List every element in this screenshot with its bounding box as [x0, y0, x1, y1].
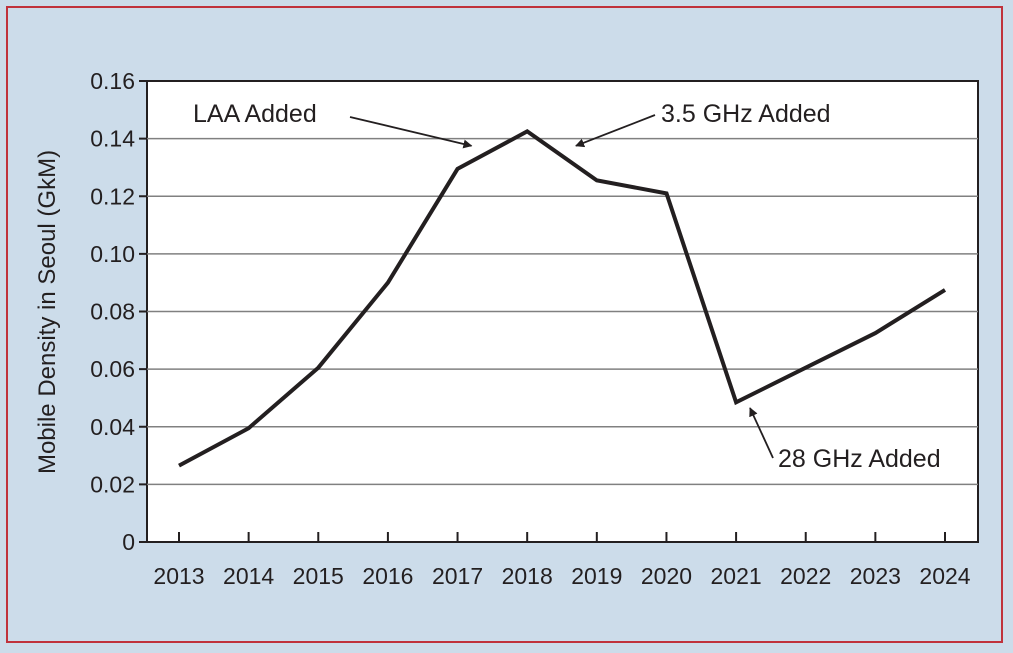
annotation-label: LAA Added — [193, 100, 317, 128]
x-tick-label: 2023 — [850, 563, 901, 589]
y-tick-label: 0.08 — [90, 299, 135, 325]
annotation-arrow — [575, 114, 656, 148]
series-line — [178, 129, 947, 468]
y-tick-label: 0.10 — [90, 241, 135, 267]
x-tick-label: 2013 — [153, 563, 204, 589]
gridlines — [147, 137, 978, 486]
y-axis-title: Mobile Density in Seoul (GkM) — [34, 150, 61, 474]
x-tick-label: 2014 — [223, 563, 274, 589]
x-axis-ticks: 2013 2014 2015 2016 2017 2018 2019 2020 2021 2022… — [153, 532, 971, 589]
y-axis-ticks: 0 0.02 0.04 0.06 0.08 0.10 0.12 0.14 0.16 — [90, 68, 147, 555]
annotations: LAA Added 3.5 GHz Added 28 GHz Added — [193, 100, 941, 473]
x-tick-label: 2021 — [711, 563, 762, 589]
x-tick-label: 2017 — [432, 563, 483, 589]
y-tick-label: 0.06 — [90, 356, 135, 382]
annotation-arrow — [749, 407, 774, 459]
x-tick-label: 2020 — [641, 563, 692, 589]
y-tick-label: 0 — [122, 529, 135, 555]
x-tick-label: 2022 — [780, 563, 831, 589]
annotation-label: 28 GHz Added — [778, 445, 941, 473]
x-tick-label: 2024 — [919, 563, 970, 589]
annotation-arrow — [349, 116, 473, 149]
y-tick-label: 0.02 — [90, 471, 135, 497]
annotation-label: 3.5 GHz Added — [661, 100, 831, 128]
x-tick-label: 2019 — [571, 563, 622, 589]
x-tick-label: 2018 — [502, 563, 553, 589]
y-tick-label: 0.14 — [90, 126, 135, 152]
x-tick-label: 2016 — [362, 563, 413, 589]
series-layer — [178, 129, 947, 468]
chart-frame — [6, 6, 1003, 643]
y-tick-label: 0.16 — [90, 68, 135, 94]
y-tick-label: 0.12 — [90, 183, 135, 209]
y-tick-label: 0.04 — [90, 414, 135, 440]
x-tick-label: 2015 — [293, 563, 344, 589]
